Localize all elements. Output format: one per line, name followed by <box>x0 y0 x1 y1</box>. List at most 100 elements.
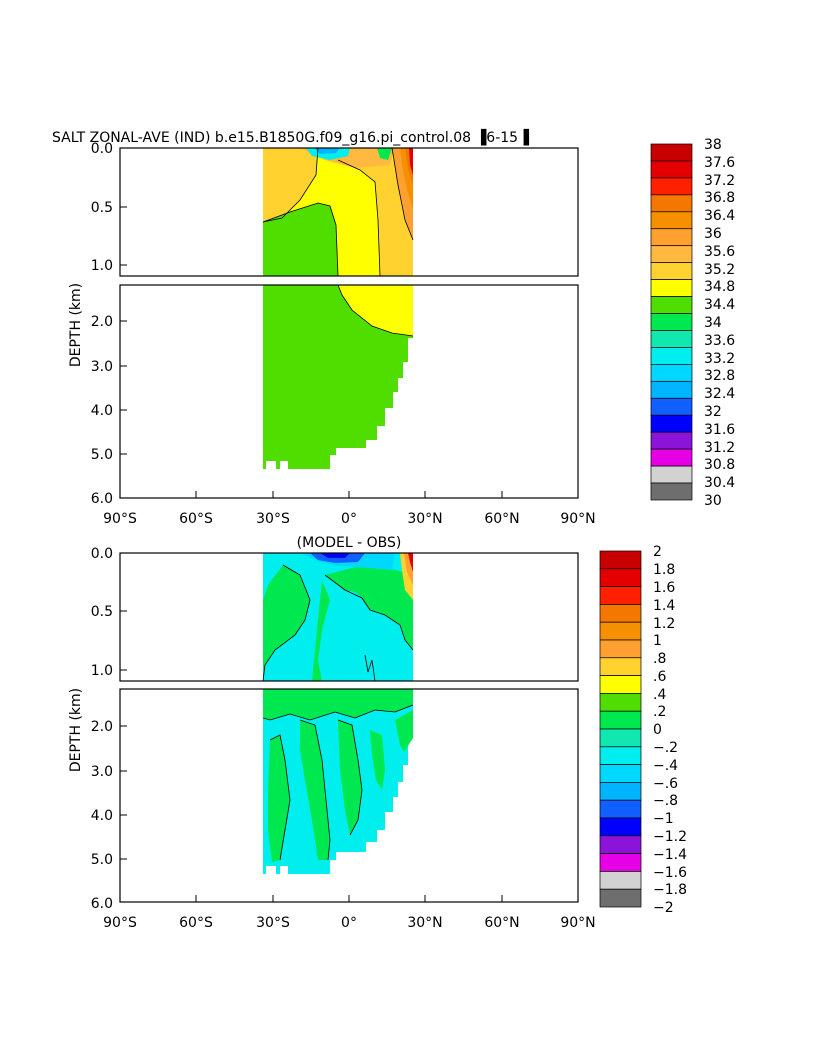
colorbar-label: 1.6 <box>653 580 675 596</box>
colorbar-swatch <box>599 568 642 587</box>
panel2-field-plume-4 <box>370 730 385 790</box>
colorbar-swatch <box>599 764 642 783</box>
colorbar-label: 31.6 <box>704 422 735 438</box>
colorbar-label: −1.8 <box>653 882 687 898</box>
colorbar-swatch <box>650 364 693 382</box>
colorbar-swatch <box>599 782 642 801</box>
panel2-field-0-2-band <box>263 689 413 720</box>
panel1-ytick-label: 6.0 <box>91 491 113 507</box>
colorbar-swatch <box>650 245 693 264</box>
colorbar-swatch <box>599 693 642 712</box>
panel2-xaxis: 90°S 60°S 30°S 0° 30°N 60°N 90°N <box>103 895 596 931</box>
panel1-field-35-2-south <box>263 148 318 222</box>
panel1-xtick-label: 90°S <box>103 511 137 527</box>
colorbar-swatch <box>599 550 642 570</box>
panel1-ytick-label: 5.0 <box>91 447 113 463</box>
colorbar-swatch <box>650 448 693 467</box>
panel2-contour-noise <box>364 654 376 682</box>
colorbar-label: 35.2 <box>704 262 735 278</box>
panel2-field-neg-1 <box>320 553 350 558</box>
panel1-xtick-label: 90°N <box>560 511 595 527</box>
panel2-ytick-label: 1.0 <box>91 663 113 679</box>
colorbar-swatch <box>599 817 642 837</box>
colorbar-swatch <box>650 431 693 450</box>
panel2-contour-0-north <box>324 574 414 651</box>
panel2-upper-field <box>262 553 414 682</box>
colorbar-swatch <box>650 194 693 213</box>
colorbar-label: 34.4 <box>704 297 735 313</box>
panel1-ylabel: DEPTH (km) <box>68 283 84 367</box>
panel1-ytick-label: 0.5 <box>91 200 113 216</box>
colorbar-label: 37.6 <box>704 155 735 171</box>
colorbar-label: 32.4 <box>704 386 735 402</box>
colorbar-label: −.8 <box>653 793 678 809</box>
panel2-contour-0-lower <box>299 719 331 861</box>
colorbar-label: 38 <box>704 137 722 153</box>
colorbar-swatch <box>650 279 693 297</box>
colorbar-swatch <box>650 414 693 433</box>
colorbar-label: 35.6 <box>704 244 735 260</box>
colorbar-label: 2 <box>653 544 662 560</box>
panel2-xtick-label: 0° <box>341 915 357 931</box>
colorbar-label: −1.4 <box>653 847 687 863</box>
salinity-panel: SALT ZONAL-AVE (IND) b.e15.B1850G.f09_g1… <box>52 128 735 527</box>
panel2-ytick-label: 0.5 <box>91 604 113 620</box>
panel1-field-34-shelf <box>377 148 392 160</box>
colorbar-label: −1 <box>653 811 674 827</box>
colorbar-label: 30.8 <box>704 457 735 473</box>
panel2-ytick-label: 3.0 <box>91 764 113 780</box>
panel1-field-34-4-deep <box>263 203 338 276</box>
panel2-contour-0-lower <box>337 719 363 836</box>
panel1-xtick-label: 60°S <box>179 511 213 527</box>
colorbar-swatch <box>599 586 642 605</box>
panel1-field-deep <box>263 285 413 469</box>
panel1-ytick-label: 0.0 <box>91 141 113 157</box>
colorbar-label: 31.2 <box>704 440 735 456</box>
panel1-contour-35-2 <box>337 159 381 277</box>
panel2-contour-0-band <box>262 704 414 721</box>
panel1-title: SALT ZONAL-AVE (IND) b.e15.B1850G.f09_g1… <box>52 128 529 146</box>
panel1-field-37-6 <box>409 148 413 175</box>
colorbar-label: −.6 <box>653 776 678 792</box>
colorbar-label: 36.8 <box>704 190 735 206</box>
panel2-contour-0-lower <box>269 734 291 861</box>
panel2-ytick-label: 6.0 <box>91 896 113 912</box>
colorbar-label: 1.8 <box>653 562 675 578</box>
panel2-field-0-2-south <box>263 565 310 681</box>
colorbar-swatch <box>599 853 642 872</box>
panel2-ytick-label: 5.0 <box>91 852 113 868</box>
panel2-field-1-8 <box>408 553 413 572</box>
colorbar-swatch <box>599 675 642 694</box>
colorbar-label: −2 <box>653 900 674 916</box>
panel2-field-plume-5 <box>395 710 413 752</box>
panel2-field-plume-1 <box>268 735 290 862</box>
colorbar-label: .4 <box>653 687 666 703</box>
panel1-xtick-label: 30°S <box>256 511 290 527</box>
colorbar-swatch <box>599 871 642 890</box>
panel1-contour-35-2-south <box>262 147 319 223</box>
colorbar-swatch <box>599 710 642 730</box>
colorbar-label: 1 <box>653 633 662 649</box>
panel1-contour-34-8 <box>262 202 339 277</box>
colorbar-swatch <box>650 296 693 314</box>
panel2-ytick-label: 2.0 <box>91 719 113 735</box>
colorbar-label: −1.6 <box>653 865 687 881</box>
colorbar-swatch <box>599 728 642 748</box>
colorbar-swatch <box>650 211 693 230</box>
colorbar-swatch <box>650 380 693 399</box>
colorbar-swatch <box>599 657 642 676</box>
colorbar-label: −.2 <box>653 740 678 756</box>
panel2-xtick-label: 90°S <box>103 915 137 931</box>
panel1-field-35-2-north <box>338 160 413 276</box>
colorbar-swatch <box>650 313 693 331</box>
colorbar-swatch <box>650 160 693 179</box>
panel1-colorbar-swatches <box>650 143 693 501</box>
colorbar-swatch <box>599 621 642 641</box>
colorbar-label: 36.4 <box>704 208 735 224</box>
panel1-lower-field <box>263 284 414 469</box>
colorbar-swatch <box>599 888 642 908</box>
difference-panel: (MODEL - OBS) <box>68 535 687 931</box>
colorbar-swatch <box>599 639 642 659</box>
panel1-field-32-4 <box>314 148 340 154</box>
panel2-colorbar-swatches <box>599 550 642 908</box>
